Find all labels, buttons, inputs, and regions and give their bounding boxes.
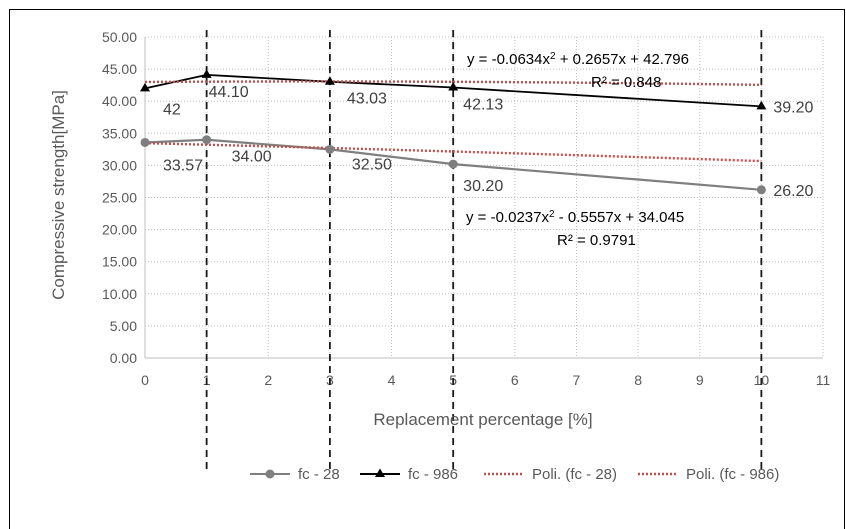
legend: fc - 28 fc - 986 Poli. (fc - 28) Poli. (…: [250, 466, 779, 483]
point-fc-986: [324, 76, 335, 85]
x-axis-ticks: 01234567891011: [141, 372, 830, 388]
x-tick-label: 11: [816, 372, 831, 388]
point-fc-28: [756, 185, 766, 195]
y-tick-label: 10.00: [102, 286, 137, 302]
chart: 0.005.0010.0015.0020.0025.0030.0035.0040…: [49, 29, 830, 483]
point-fc-28: [448, 159, 458, 169]
data-label-fc-986: 44.10: [209, 84, 249, 101]
x-tick-label: 8: [634, 372, 642, 388]
equation-fc-986: y = -0.0634x2 + 0.2657x + 42.796: [467, 51, 689, 69]
data-label-fc-28: 30.20: [463, 178, 503, 195]
y-tick-label: 30.00: [102, 157, 137, 173]
x-axis-title: Replacement percentage [%]: [373, 410, 592, 429]
legend-marker-fc-28: [265, 469, 275, 479]
data-label-fc-986: 43.03: [347, 91, 387, 108]
trendline-fc-28: [144, 141, 762, 163]
point-fc-28: [140, 137, 150, 147]
markers-layer: [140, 69, 767, 195]
y-tick-label: 5.00: [110, 318, 137, 334]
x-tick-label: 6: [511, 372, 519, 388]
legend-label-poli-fc-986: Poli. (fc - 986): [686, 466, 779, 483]
legend-marker-fc-986: [375, 468, 385, 477]
y-tick-label: 25.00: [102, 190, 137, 206]
vertical-dashed-lines: [205, 30, 763, 470]
legend-label-fc-986: fc - 986: [408, 466, 458, 483]
x-tick-label: 9: [696, 372, 704, 388]
data-label-fc-28: 34.00: [232, 149, 272, 166]
y-tick-label: 20.00: [102, 222, 137, 238]
x-tick-label: 4: [388, 372, 396, 388]
x-tick-label: 0: [141, 372, 149, 388]
grid: [144, 36, 824, 359]
y-axis-title: Compressive strength[MPa]: [49, 90, 68, 300]
x-tick-label: 7: [573, 372, 581, 388]
trendline-layer: [144, 80, 762, 163]
y-tick-label: 50.00: [102, 29, 137, 45]
data-label-fc-28: 33.57: [163, 157, 203, 174]
data-label-fc-986: 42.13: [463, 97, 503, 114]
y-tick-label: 35.00: [102, 125, 137, 141]
y-tick-label: 15.00: [102, 254, 137, 270]
point-fc-28: [202, 135, 212, 145]
legend-label-poli-fc-28: Poli. (fc - 28): [532, 466, 617, 483]
r2-fc-986: R² = 0.848: [591, 74, 661, 91]
x-tick-label: 2: [264, 372, 272, 388]
data-label-fc-28: 26.20: [773, 183, 813, 200]
chart-frame: [9, 9, 845, 529]
point-fc-986: [201, 69, 212, 78]
data-labels: 33.57 34.00 32.50 30.20 26.20 42 44.10 43.03 42.…: [163, 84, 814, 200]
trendline-fc-986: [144, 80, 762, 87]
equation-fc-28: y = -0.0237x2 - 0.5557x + 34.045: [466, 209, 684, 227]
point-fc-28: [325, 144, 335, 154]
y-tick-label: 0.00: [110, 350, 137, 366]
y-axis-ticks: 0.00 5.00 10.00 15.00 20.00 25.00 30.00 35.00 40…: [102, 29, 137, 366]
data-label-fc-28: 32.50: [352, 156, 392, 173]
y-tick-label: 40.00: [102, 93, 137, 109]
r2-fc-28: R² = 0.9791: [557, 232, 636, 249]
point-fc-986: [756, 100, 767, 110]
y-tick-label: 45.00: [102, 61, 137, 77]
point-fc-986: [448, 82, 459, 91]
legend-label-fc-28: fc - 28: [298, 466, 340, 483]
data-label-fc-986: 42: [163, 101, 181, 118]
data-label-fc-986: 39.20: [773, 99, 813, 116]
point-fc-986: [140, 82, 150, 92]
